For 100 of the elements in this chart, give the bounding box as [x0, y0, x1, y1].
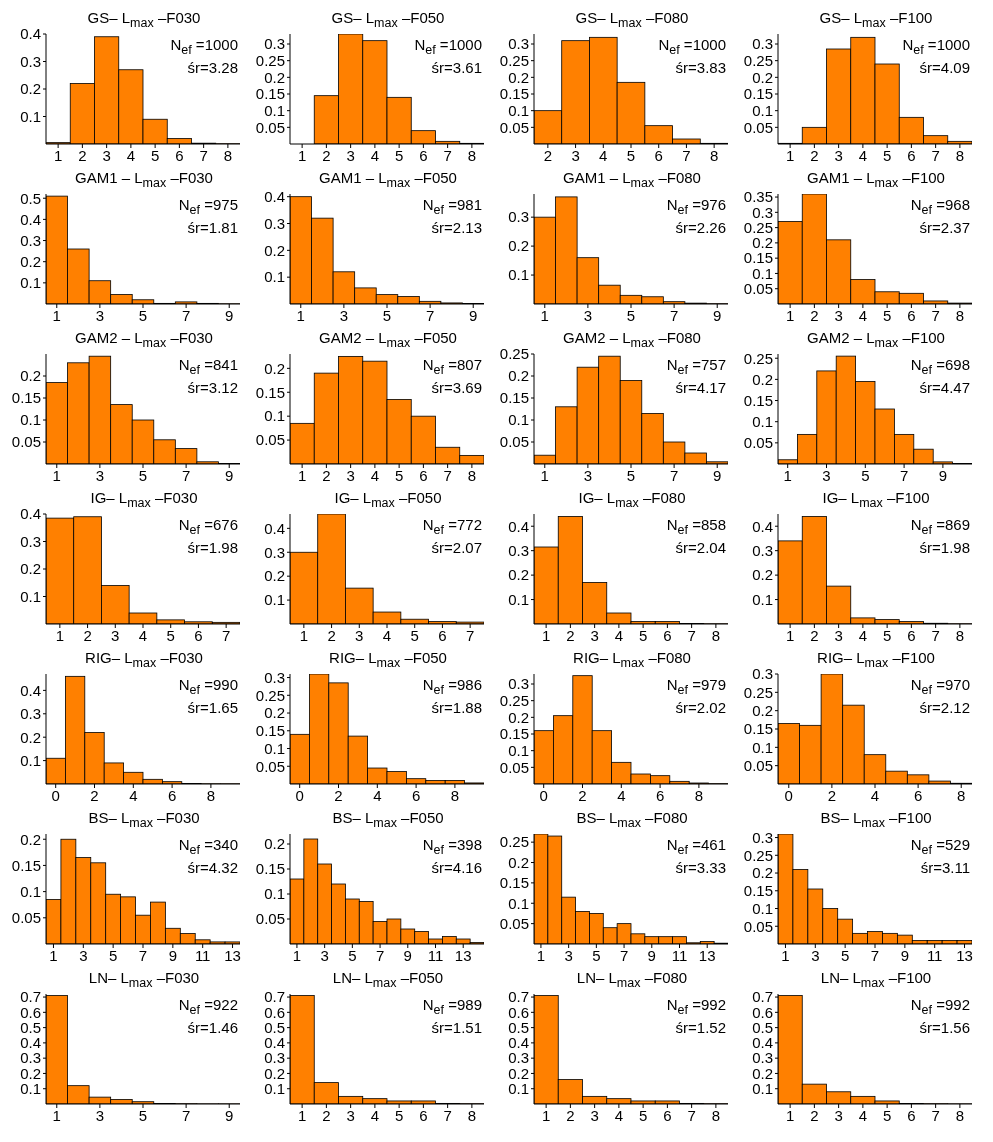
y-tick-label: 0.3: [752, 203, 773, 221]
x-tick-label: 3: [834, 146, 843, 164]
y-tick-label: 0.1: [20, 411, 41, 429]
x-tick-label: 13: [698, 946, 716, 964]
x-tick-label: 8: [450, 786, 460, 804]
annotation: śr=3.69: [430, 379, 482, 396]
y-tick-label: 0.15: [11, 856, 41, 874]
chart-title: RIG– L$_{max}$ –F100: [817, 649, 935, 670]
y-tick-label: 0.25: [499, 833, 529, 851]
x-tick-label: 6: [907, 1106, 916, 1124]
annotation: N$_{ef}$ =992: [666, 996, 726, 1019]
x-tick-label: 7: [138, 946, 148, 964]
y-tick-label: 0.3: [752, 665, 773, 683]
y-tick-label: 0.2: [508, 566, 529, 584]
y-tick-label: 0.25: [499, 51, 529, 69]
y-tick-label: 0.5: [508, 1018, 529, 1036]
y-tick-label: 0.15: [255, 860, 285, 878]
x-tick-label: 3: [811, 946, 820, 964]
y-tick-label: 0.05: [499, 433, 529, 451]
x-tick-label: 5: [108, 946, 118, 964]
y-tick-label: 0.2: [752, 68, 773, 86]
annotation: śr=1.56: [918, 1019, 970, 1036]
x-tick-label: 7: [687, 626, 696, 644]
annotation: N$_{ef}$ =1000: [414, 36, 482, 59]
chart-title: IG– L$_{max}$ –F100: [821, 488, 931, 510]
x-tick-label: 8: [467, 466, 477, 484]
y-tick-label: 0.25: [743, 349, 773, 367]
x-tick-label: 7: [375, 946, 385, 964]
x-tick-label: 1: [292, 946, 302, 964]
y-tick-label: 0.3: [264, 668, 285, 686]
x-tick-label: 3: [339, 306, 349, 324]
x-tick-label: 4: [382, 626, 392, 644]
x-tick-label: 4: [370, 1106, 380, 1124]
annotation: śr=2.37: [918, 219, 970, 236]
y-tick-label: 0.2: [508, 1064, 529, 1082]
y-tick-label: 0.7: [20, 988, 41, 1006]
y-tick-label: 0.1: [508, 266, 529, 284]
y-tick-label: 0.2: [752, 864, 773, 882]
y-tick-label: 0.3: [752, 541, 773, 559]
x-tick-label: 7: [669, 306, 679, 324]
x-tick-label: 5: [150, 146, 160, 164]
x-tick-label: 5: [882, 306, 892, 324]
x-tick-label: 1: [540, 306, 549, 324]
x-tick-label: 9: [469, 306, 478, 324]
y-tick-label: 0.4: [20, 505, 41, 523]
annotation: N$_{ef}$ =1000: [170, 36, 238, 59]
x-tick-label: 7: [669, 466, 679, 484]
x-tick-label: 9: [225, 466, 234, 484]
annotation: śr=1.46: [186, 1019, 238, 1036]
x-tick-label: 2: [322, 146, 331, 164]
x-tick-label: 6: [175, 146, 184, 164]
x-tick-label: 9: [900, 946, 910, 964]
x-tick-label: 2: [578, 786, 587, 804]
y-tick-label: 0.05: [743, 434, 773, 452]
y-tick-label: 0.25: [499, 691, 529, 709]
x-tick-label: 6: [654, 146, 663, 164]
chart-title: GS– L$_{max}$ –F030: [87, 9, 201, 30]
chart-title: LN– L$_{max}$ –F100: [819, 968, 933, 990]
x-tick-label: 7: [931, 1106, 940, 1124]
annotation: śr=4.09: [918, 59, 970, 76]
y-tick-label: 0.25: [255, 686, 285, 704]
x-tick-label: 5: [382, 306, 392, 324]
x-tick-label: 1: [52, 466, 61, 484]
y-tick-label: 0.35: [743, 188, 773, 206]
y-tick-label: 0.05: [499, 914, 529, 932]
x-tick-label: 5: [394, 146, 404, 164]
y-tick-label: 0.3: [20, 52, 41, 70]
x-tick-label: 1: [49, 946, 58, 964]
y-tick-label: 0.4: [264, 1034, 285, 1052]
chart-title: BS– L$_{max}$ –F080: [575, 808, 689, 830]
x-tick-label: 1: [785, 306, 795, 324]
x-tick-label: 2: [78, 146, 87, 164]
x-tick-label: 8: [206, 786, 216, 804]
y-tick-label: 0.2: [508, 237, 529, 255]
x-tick-label: 7: [682, 146, 691, 164]
x-tick-label: 0: [539, 786, 548, 804]
annotation: śr=1.98: [918, 539, 970, 556]
y-tick-label: 0.7: [752, 988, 773, 1006]
y-tick-label: 0.1: [20, 107, 41, 125]
y-tick-label: 0.1: [508, 411, 529, 429]
y-tick-label: 0.25: [743, 683, 773, 701]
annotation: śr=3.33: [674, 859, 726, 876]
x-tick-label: 6: [419, 1106, 428, 1124]
x-tick-label: 3: [346, 466, 355, 484]
annotation: N$_{ef}$ =992: [910, 996, 970, 1019]
chart-title: LN– L$_{max}$ –F050: [331, 968, 445, 990]
annotation: N$_{ef}$ =922: [178, 996, 238, 1019]
annotation: śr=3.28: [186, 59, 238, 76]
x-tick-label: 5: [394, 1106, 404, 1124]
y-tick-label: 0.4: [508, 517, 529, 535]
x-tick-label: 7: [425, 306, 435, 324]
x-tick-label: 13: [956, 946, 973, 964]
x-tick-label: 0: [51, 786, 60, 804]
y-tick-label: 0.1: [20, 1080, 41, 1098]
x-tick-label: 1: [785, 626, 795, 644]
x-tick-label: 5: [861, 466, 870, 484]
x-tick-label: 9: [225, 1106, 234, 1124]
y-tick-label: 0.15: [743, 720, 773, 738]
y-tick-label: 0.7: [508, 988, 529, 1006]
chart-title: LN– L$_{max}$ –F080: [575, 968, 689, 990]
